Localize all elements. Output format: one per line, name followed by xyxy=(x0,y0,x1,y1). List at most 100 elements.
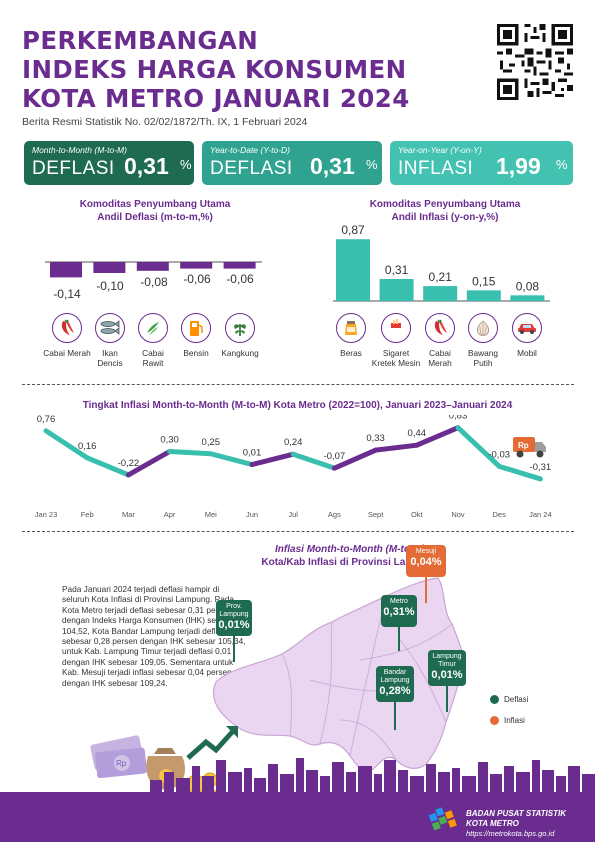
pin-name: Bandar Lampung xyxy=(380,669,410,684)
stat-mtm: Month-to-Month (M-to-M) DEFLASI 0,31 % xyxy=(24,141,194,185)
line-value-label: -0,31 xyxy=(530,462,552,473)
deflasi-value-label: -0,06 xyxy=(183,272,211,286)
deflasi-item-name: Cabai Rawit xyxy=(142,348,164,368)
inflasi-item-name: Sigaret Kretek Mesin xyxy=(371,348,421,368)
line-value-label: 0,24 xyxy=(284,437,303,448)
inflasi-bar xyxy=(379,278,414,301)
deflasi-bar xyxy=(180,262,213,269)
line-category-label: Mar xyxy=(122,510,135,519)
inflasi-title-line-1: Komoditas Penyumbang Utama xyxy=(369,199,521,210)
line-segment xyxy=(208,451,255,468)
stat-mtm-unit: % xyxy=(180,157,192,172)
rice-sack-icon xyxy=(336,313,366,343)
legend-inflasi-label: Inflasi xyxy=(504,716,525,725)
section-divider xyxy=(22,384,574,385)
deflasi-bar xyxy=(93,262,126,273)
line-segment xyxy=(125,449,173,478)
line-category-label: Okt xyxy=(411,510,424,519)
inflasi-title-line-2: Andil Inflasi (y-on-y,%) xyxy=(391,212,499,223)
fuel-pump-icon xyxy=(181,313,211,343)
line-value-label: 0,33 xyxy=(366,433,385,444)
inflasi-value-label: 0,87 xyxy=(341,225,365,237)
deflasi-bar-chart xyxy=(45,261,262,278)
map-title-line-1: Inflasi Month-to-Month (M-to-M) xyxy=(275,544,425,555)
line-category-label: Feb xyxy=(81,510,94,519)
deflasi-item-name: Bensin xyxy=(183,348,209,358)
inflasi-item-name: Beras xyxy=(340,348,362,358)
title-line-2: INDEKS HARGA KONSUMEN xyxy=(22,55,407,84)
title-line-1: PERKEMBANGAN xyxy=(22,26,259,55)
stat-mtm-label: Month-to-Month (M-to-M) xyxy=(32,145,127,155)
inflasi-section-title: Komoditas Penyumbang Utama Andil Inflasi… xyxy=(330,198,560,224)
line-category-label: Jan 24 xyxy=(529,510,552,519)
line-category-label: Apr xyxy=(164,510,176,519)
pin-name: Lampung Timur xyxy=(432,653,462,668)
page-title: PERKEMBANGAN INDEKS HARGA KONSUMEN KOTA … xyxy=(22,26,410,113)
deflasi-title-line-1: Komoditas Penyumbang Utama xyxy=(79,199,231,210)
release-subtitle: Berita Resmi Statistik No. 02/02/1872/Th… xyxy=(22,116,308,128)
map-description: Pada Januari 2024 terjadi deflasi hampir… xyxy=(62,584,246,688)
line-value-label: 0,83 xyxy=(449,415,468,422)
garlic-icon xyxy=(468,313,498,343)
deflasi-bar xyxy=(136,262,169,271)
deflasi-section-title: Komoditas Penyumbang Utama Andil Deflasi… xyxy=(40,198,270,224)
bps-org-name: BADAN PUSAT STATISTIK xyxy=(466,809,566,818)
line-segment xyxy=(455,425,502,469)
stat-ytd-value: 0,31 xyxy=(310,153,355,179)
line-segment xyxy=(43,428,90,461)
deflasi-bar xyxy=(50,262,82,278)
chili-icon xyxy=(52,313,82,343)
bps-city-name: KOTA METRO xyxy=(466,819,519,828)
inflasi-value-label: 0,08 xyxy=(516,279,540,293)
bps-website-link[interactable]: https://metrokota.bps.go.id xyxy=(466,829,555,838)
pin-value: 0,01% xyxy=(431,669,463,681)
footer-bar xyxy=(0,792,595,842)
inflasi-bar-chart: 0,87 0,31 0,21 0,15 0,08 xyxy=(333,225,550,302)
mtm-line-chart: 0,76 Jan 23 0,16 Feb -0,22 Mar 0,30 Apr 0,25 Mei 0… xyxy=(35,415,552,519)
inflasi-bar xyxy=(336,239,370,301)
inflasi-value-label: 0,21 xyxy=(429,270,453,284)
pin-value: 0,04% xyxy=(410,556,442,568)
deflasi-item-name: Kangkung xyxy=(221,348,259,358)
legend-deflasi-label: Deflasi xyxy=(504,695,529,704)
stat-ytd-kind: DEFLASI xyxy=(210,158,293,179)
line-category-label: Nov xyxy=(451,510,465,519)
line-value-label: 0,25 xyxy=(202,437,221,448)
qr-code-icon[interactable] xyxy=(497,24,573,100)
inflasi-item-name: Mobil xyxy=(517,348,537,358)
line-segment xyxy=(84,455,131,478)
stat-yoy-value: 1,99 xyxy=(496,153,541,179)
inflasi-bar xyxy=(466,290,501,301)
line-category-label: Ags xyxy=(328,510,341,519)
deflasi-value-label: -0,10 xyxy=(96,279,124,293)
inflasi-value-label: 0,31 xyxy=(385,263,409,277)
line-category-label: Jan 23 xyxy=(35,510,58,519)
line-value-label: -0,22 xyxy=(118,458,140,469)
line-segment xyxy=(414,425,461,448)
line-value-label: 0,30 xyxy=(160,435,179,446)
line-segment xyxy=(167,449,214,457)
inflasi-bar xyxy=(510,295,545,301)
line-value-label: 0,01 xyxy=(243,448,262,459)
line-category-label: Jul xyxy=(288,510,298,519)
deflasi-title-line-2: Andil Deflasi (m-to-m,%) xyxy=(97,212,213,223)
car-icon xyxy=(512,313,542,343)
pin-name: Prov. Lampung xyxy=(219,603,249,618)
deflasi-value-label: -0,06 xyxy=(226,272,254,286)
deflasi-item-name: Ikan Dencis xyxy=(97,348,123,368)
deflasi-bar xyxy=(223,262,256,269)
pin-value: 0,28% xyxy=(379,685,411,697)
inflasi-item-name: Cabai Merah xyxy=(428,348,452,368)
pin-value: 0,31% xyxy=(383,606,415,618)
small-chili-icon xyxy=(138,313,168,343)
bps-logo-icon[interactable] xyxy=(428,804,462,834)
stat-mtm-value: 0,31 xyxy=(124,153,169,179)
line-category-label: Des xyxy=(493,510,507,519)
truck-label: Rp xyxy=(518,441,529,450)
chili-icon xyxy=(425,313,455,343)
stat-ytd-unit: % xyxy=(366,157,378,172)
pin-name: Mesuji xyxy=(415,548,437,555)
line-value-label: 0,16 xyxy=(78,441,97,452)
line-category-label: Sept xyxy=(368,510,384,519)
cigarette-pack-icon xyxy=(381,313,411,343)
